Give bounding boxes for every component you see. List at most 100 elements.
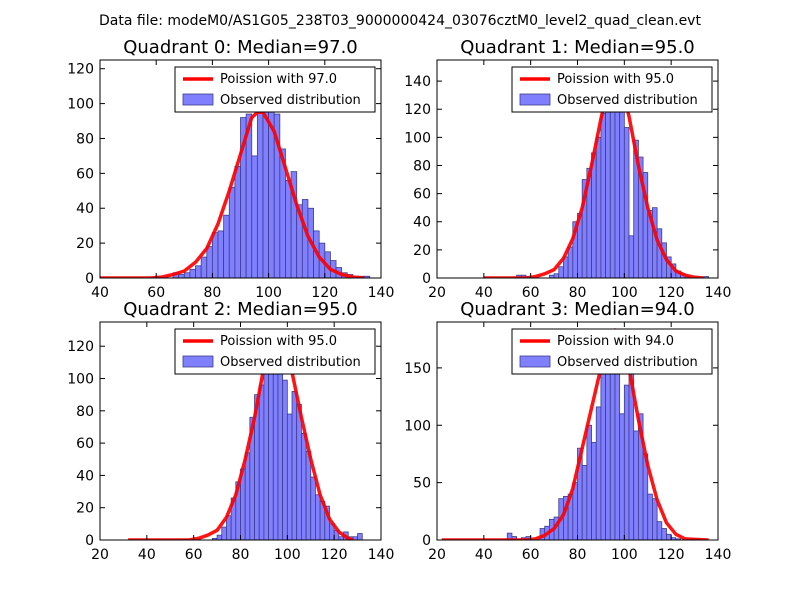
y-tick-label: 60: [76, 166, 94, 182]
subplot-quadrant-2: 20 40 60 80 100 120 140020406080100120Quadrant…: [67, 299, 394, 563]
legend-bar-swatch: [519, 355, 551, 368]
poisson-line: [100, 110, 365, 278]
y-tick-label: 120: [404, 102, 431, 118]
histogram-bar: [268, 345, 274, 540]
histogram-bar: [296, 403, 302, 540]
histogram-bar: [623, 127, 630, 278]
histogram-bar: [586, 424, 592, 540]
histogram-bar: [244, 452, 251, 540]
y-tick-label: 0: [85, 271, 94, 287]
histogram-bar: [605, 87, 611, 278]
histogram-bar: [234, 165, 241, 278]
histogram-bar: [666, 533, 672, 540]
x-tick-label: 20: [428, 547, 446, 563]
subplot-quadrant-0: 40 60 80 100 120 140 0 20 40 60 80 100 120 Quadrant 0…: [67, 37, 394, 301]
subplot-quadrant-3: 20 40 60 80 100 120 140 0 50 100 150 Quadrant 3: Me…: [404, 299, 731, 563]
y-tick-label: 50: [413, 476, 431, 492]
histogram-bar: [226, 515, 232, 540]
x-tick-label: 20: [428, 285, 446, 301]
legend-bar-swatch: [182, 93, 214, 106]
histogram-bar: [263, 371, 269, 540]
histogram-bar: [567, 246, 574, 278]
histogram-bar: [282, 379, 288, 540]
histogram-bar: [258, 384, 265, 540]
y-tick-label: 120: [67, 339, 94, 355]
x-tick-label: 40: [475, 285, 493, 301]
histogram-bar: [285, 179, 292, 278]
x-tick-label: 40: [138, 547, 156, 563]
y-tick-label: 0: [422, 533, 431, 549]
y-tick-label: 0: [422, 271, 431, 287]
y-tick-label: 100: [67, 372, 94, 388]
histogram-bar: [591, 442, 597, 540]
x-tick-label: 100: [611, 547, 638, 563]
histogram-bar: [262, 99, 270, 278]
x-tick-label: 140: [368, 547, 395, 563]
histogram-bar: [652, 498, 658, 540]
histogram-bar: [183, 272, 191, 278]
y-tick-label: 120: [67, 62, 94, 78]
y-tick-label: 0: [85, 533, 94, 549]
histogram-bars: [155, 96, 371, 278]
histogram-bar: [324, 505, 330, 540]
x-tick-label: 100: [255, 285, 282, 301]
y-tick-label: 100: [404, 130, 431, 146]
y-tick-label: 60: [76, 436, 94, 452]
x-tick-label: 120: [311, 285, 338, 301]
histogram-bar: [217, 230, 225, 278]
subplot-quadrant-1: 20 40 60 80 100 120 140020406080100120140Quadr…: [404, 37, 731, 301]
y-tick-label: 40: [76, 201, 94, 217]
histogram-bar: [291, 391, 298, 540]
y-tick-label: 20: [413, 243, 431, 259]
histogram-bar: [633, 430, 639, 540]
x-tick-label: 120: [658, 547, 685, 563]
y-tick-label: 80: [76, 404, 94, 420]
subplot-title: Quadrant 2: Median=95.0: [123, 299, 358, 320]
x-tick-label: 40: [475, 547, 493, 563]
y-tick-label: 100: [404, 418, 431, 434]
histogram-bar: [600, 113, 607, 278]
legend-bar-label: Observed distribution: [220, 93, 361, 108]
legend: Poission with 95.0 Observed distribution: [511, 66, 713, 113]
x-tick-label: 80: [203, 285, 221, 301]
histogram-bar: [200, 256, 208, 278]
legend: Poission with 94.0 Observed distribution: [511, 328, 713, 375]
histogram-bar: [647, 493, 653, 540]
legend-bar-swatch: [182, 355, 214, 368]
y-tick-label: 100: [67, 97, 94, 113]
histogram-bar: [301, 199, 309, 278]
histogram-bar: [300, 433, 307, 540]
histogram-bar: [310, 476, 316, 540]
legend: Poission with 95.0 Observed distribution: [174, 328, 376, 375]
histogram-bar: [256, 97, 264, 278]
x-tick-label: 100: [611, 285, 638, 301]
histogram-bar: [189, 268, 196, 278]
histogram-bar: [619, 413, 625, 540]
histogram-bar: [595, 136, 602, 278]
x-tick-label: 60: [185, 547, 203, 563]
histogram-bar: [628, 235, 635, 278]
histogram-bar: [661, 528, 667, 540]
x-tick-label: 140: [368, 285, 395, 301]
y-tick-label: 40: [76, 468, 94, 484]
histogram-bar: [656, 521, 663, 540]
x-tick-label: 40: [91, 285, 109, 301]
x-tick-label: 60: [522, 547, 540, 563]
x-tick-label: 60: [522, 285, 540, 301]
y-tick-label: 20: [76, 236, 94, 252]
y-tick-label: 60: [413, 187, 431, 203]
figure-suptitle: Data file: modeM0/AS1G05_238T03_90000004…: [99, 13, 701, 29]
histogram-bar: [591, 152, 597, 278]
axes-frame: [99, 59, 382, 279]
subplot-title: Quadrant 0: Median=97.0: [123, 37, 358, 58]
histogram-bar: [357, 533, 363, 540]
legend-bar-label: Observed distribution: [557, 93, 698, 108]
x-tick-label: 120: [321, 547, 348, 563]
legend-line-label: Poission with 97.0: [220, 72, 337, 87]
y-tick-label: 140: [404, 74, 431, 90]
histogram-bar: [221, 526, 227, 540]
x-tick-label: 60: [147, 285, 165, 301]
y-tick-label: 20: [76, 501, 94, 517]
x-tick-label: 140: [705, 547, 732, 563]
